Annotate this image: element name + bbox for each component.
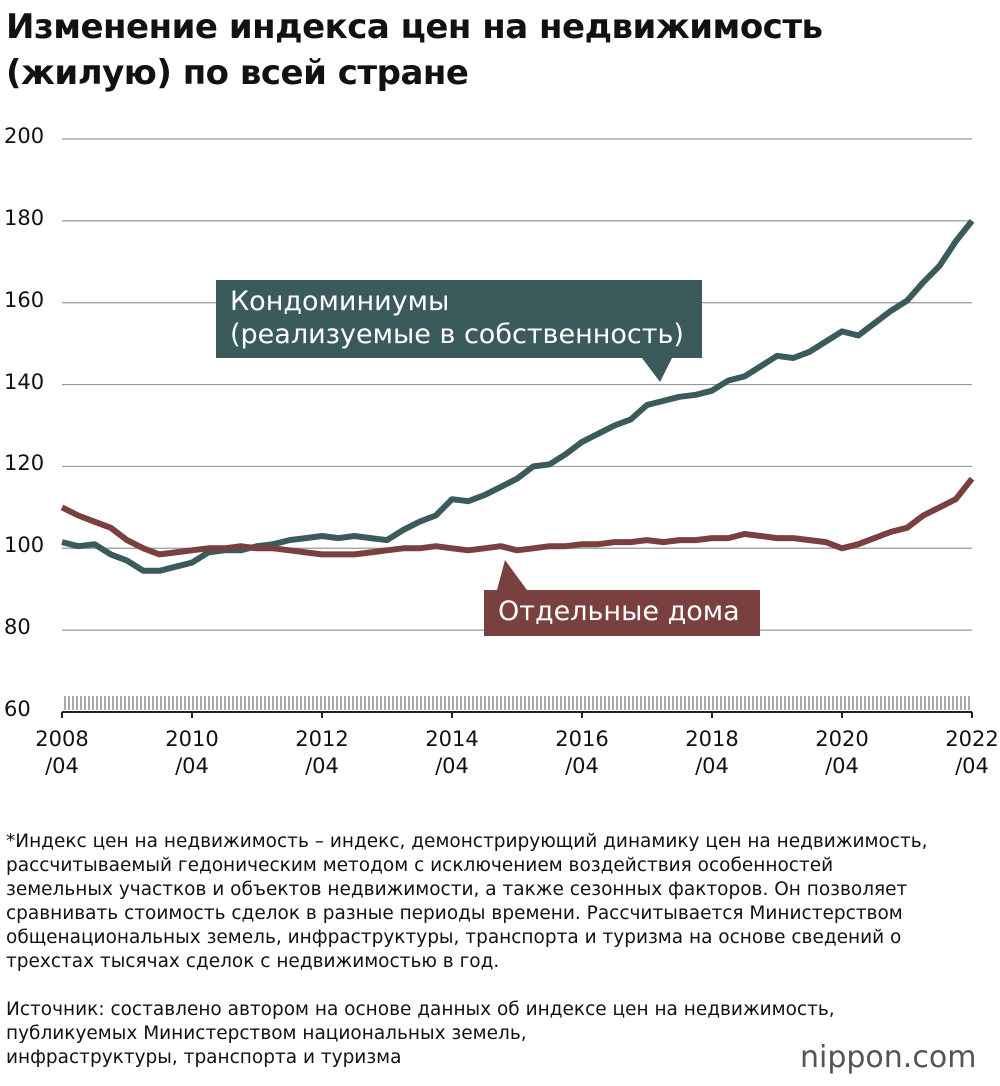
y-tick-label: 60 bbox=[4, 697, 31, 721]
chart-title: Изменение индекса цен на недвижимость (ж… bbox=[6, 7, 823, 93]
x-tick-label: 2008 /04 bbox=[35, 727, 89, 778]
legend-box bbox=[484, 590, 760, 636]
x-tick-label: 2010 /04 bbox=[165, 727, 219, 778]
series-line bbox=[61, 219, 975, 574]
legend-pointer bbox=[497, 560, 527, 590]
brand: nippon.com bbox=[800, 1040, 977, 1075]
x-tick-label: 2016 /04 bbox=[555, 727, 609, 778]
series-line bbox=[60, 476, 975, 558]
y-tick-label: 180 bbox=[4, 205, 45, 230]
x-tick-label: 2020 /04 bbox=[815, 727, 869, 778]
y-tick-label: 160 bbox=[4, 287, 45, 312]
legend-label: Отдельные дома bbox=[498, 596, 740, 627]
x-tick-label: 2022 /04 bbox=[945, 727, 999, 778]
y-tick-label: 140 bbox=[4, 369, 45, 394]
source: Источник: составлено автором на основе д… bbox=[6, 999, 835, 1068]
x-tick-label: 2012 /04 bbox=[295, 727, 349, 778]
y-tick-label: 80 bbox=[4, 615, 31, 640]
legend-box bbox=[216, 280, 702, 358]
footnote: *Индекс цен на недвижимость – индекс, де… bbox=[6, 831, 928, 972]
y-tick-label: 120 bbox=[4, 451, 45, 476]
x-tick-label: 2014 /04 bbox=[425, 727, 479, 778]
y-tick-label: 200 bbox=[4, 124, 45, 148]
legend-label: Кондоминиумы (реализуемые в собственност… bbox=[230, 286, 684, 350]
legend-pointer bbox=[642, 358, 672, 382]
x-tick-label: 2018 /04 bbox=[685, 727, 739, 778]
axis-break bbox=[62, 696, 972, 710]
y-tick-label: 100 bbox=[4, 533, 45, 558]
